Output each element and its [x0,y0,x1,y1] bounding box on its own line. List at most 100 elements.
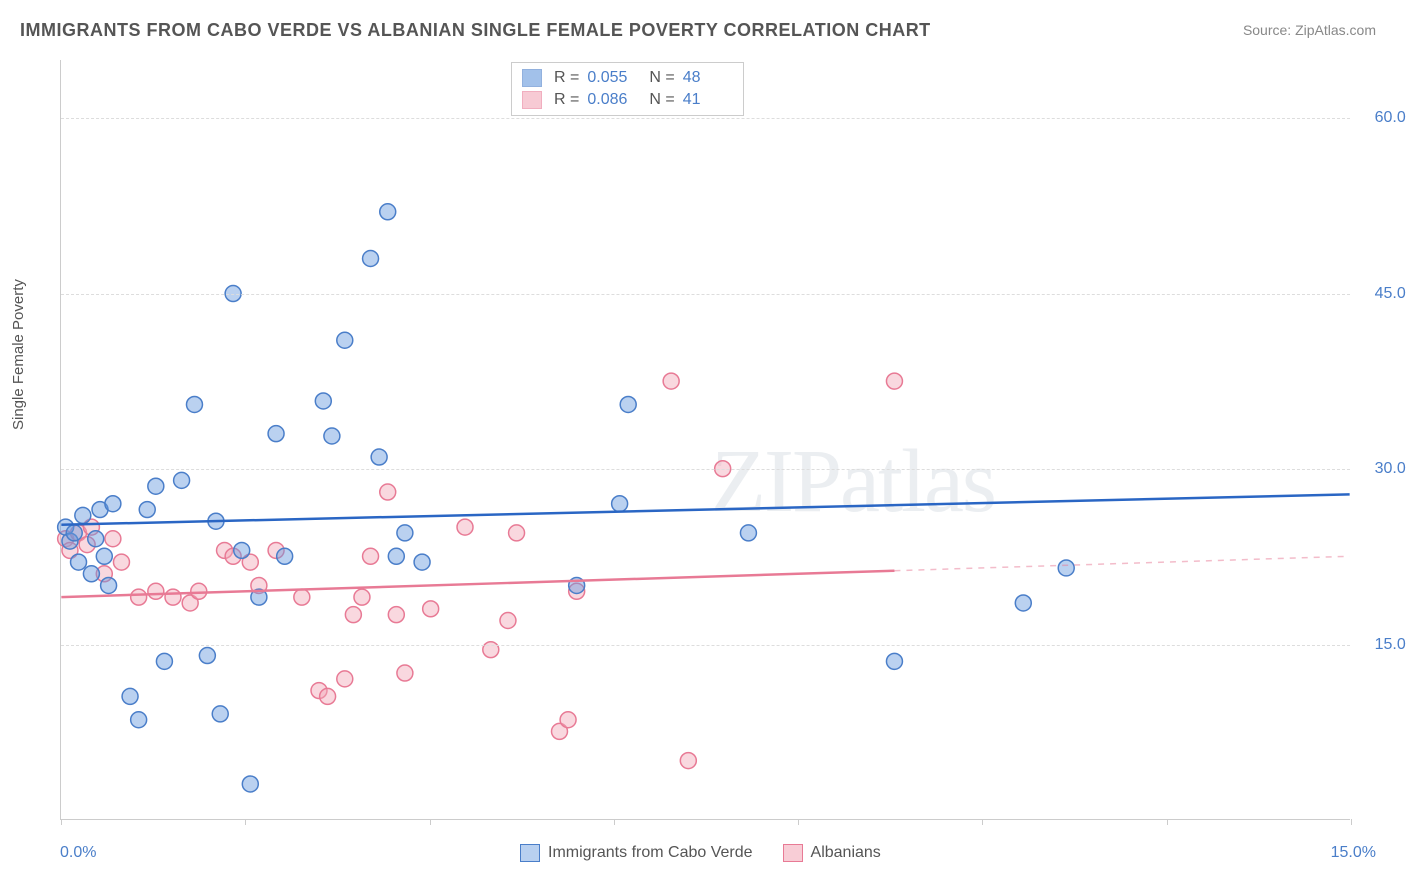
scatter-point [156,653,172,669]
scatter-point [199,648,215,664]
scatter-point [268,426,284,442]
scatter-point [371,449,387,465]
source-label: Source: ZipAtlas.com [1243,22,1376,38]
scatter-point [71,554,87,570]
scatter-point [277,548,293,564]
stats-legend-row: R =0.055N =48 [522,67,733,89]
x-max-label: 15.0% [1331,844,1376,862]
chart-svg [61,60,1350,819]
scatter-point [397,525,413,541]
scatter-point [324,428,340,444]
legend-label: Immigrants from Cabo Verde [548,844,753,862]
scatter-point [88,531,104,547]
scatter-point [320,688,336,704]
scatter-point [148,583,164,599]
scatter-point [397,665,413,681]
scatter-point [337,332,353,348]
x-tick [982,819,983,825]
scatter-point [1015,595,1031,611]
scatter-point [620,396,636,412]
chart-title: IMMIGRANTS FROM CABO VERDE VS ALBANIAN S… [20,20,931,41]
scatter-point [139,502,155,518]
plot-area: ZIPatlas R =0.055N =48R =0.086N =41 15.0… [60,60,1350,820]
scatter-point [388,607,404,623]
scatter-point [414,554,430,570]
x-tick [614,819,615,825]
trend-line [61,494,1349,524]
scatter-point [131,589,147,605]
gridline [61,469,1350,470]
chart-container: IMMIGRANTS FROM CABO VERDE VS ALBANIAN S… [0,0,1406,892]
scatter-point [354,589,370,605]
stats-legend-row: R = 0.086 N = 41 [522,89,733,111]
scatter-point [96,548,112,564]
scatter-point [212,706,228,722]
scatter-point [105,496,121,512]
stat-n-value: 41 [683,91,733,109]
stat-n-value: 48 [683,69,733,87]
x-tick [245,819,246,825]
x-tick [1351,819,1352,825]
scatter-point [294,589,310,605]
scatter-point [380,484,396,500]
bottom-legend-item: Albanians [783,844,881,862]
scatter-point [337,671,353,687]
scatter-point [740,525,756,541]
trend-line [61,571,894,597]
stat-n-label: N = [649,91,674,109]
scatter-point [122,688,138,704]
gridline [61,118,1350,119]
scatter-point [363,251,379,267]
legend-swatch [783,844,803,862]
scatter-point [315,393,331,409]
legend-swatch [522,69,542,87]
stat-r-label: R = [554,69,579,87]
stat-r-value: 0.086 [587,91,637,109]
scatter-point [66,525,82,541]
y-axis-label: Single Female Poverty [10,279,27,430]
scatter-point [113,554,129,570]
scatter-point [509,525,525,541]
scatter-point [612,496,628,512]
legend-label: Albanians [811,844,881,862]
bottom-legend-item: Immigrants from Cabo Verde [520,844,753,862]
y-tick-label: 45.0% [1360,285,1406,303]
legend-swatch [520,844,540,862]
scatter-point [680,753,696,769]
scatter-point [388,548,404,564]
scatter-point [423,601,439,617]
x-min-label: 0.0% [60,844,96,862]
scatter-point [886,653,902,669]
scatter-point [234,542,250,558]
scatter-point [380,204,396,220]
scatter-point [500,613,516,629]
scatter-point [186,396,202,412]
scatter-point [174,472,190,488]
scatter-point [363,548,379,564]
x-tick [798,819,799,825]
y-tick-label: 15.0% [1360,636,1406,654]
gridline [61,294,1350,295]
y-tick-label: 60.0% [1360,109,1406,127]
scatter-point [345,607,361,623]
scatter-point [457,519,473,535]
stats-legend: R =0.055N =48R =0.086N =41 [511,62,744,116]
x-tick [1167,819,1168,825]
x-tick [61,819,62,825]
scatter-point [1058,560,1074,576]
scatter-point [886,373,902,389]
bottom-legend: Immigrants from Cabo Verde Albanians [520,844,881,862]
gridline [61,645,1350,646]
legend-swatch [522,91,542,109]
scatter-point [560,712,576,728]
scatter-point [191,583,207,599]
scatter-point [148,478,164,494]
stat-r-label: R = [554,91,579,109]
y-tick-label: 30.0% [1360,460,1406,478]
scatter-point [83,566,99,582]
scatter-point [101,577,117,593]
scatter-point [131,712,147,728]
scatter-point [663,373,679,389]
scatter-point [242,776,258,792]
scatter-point [165,589,181,605]
